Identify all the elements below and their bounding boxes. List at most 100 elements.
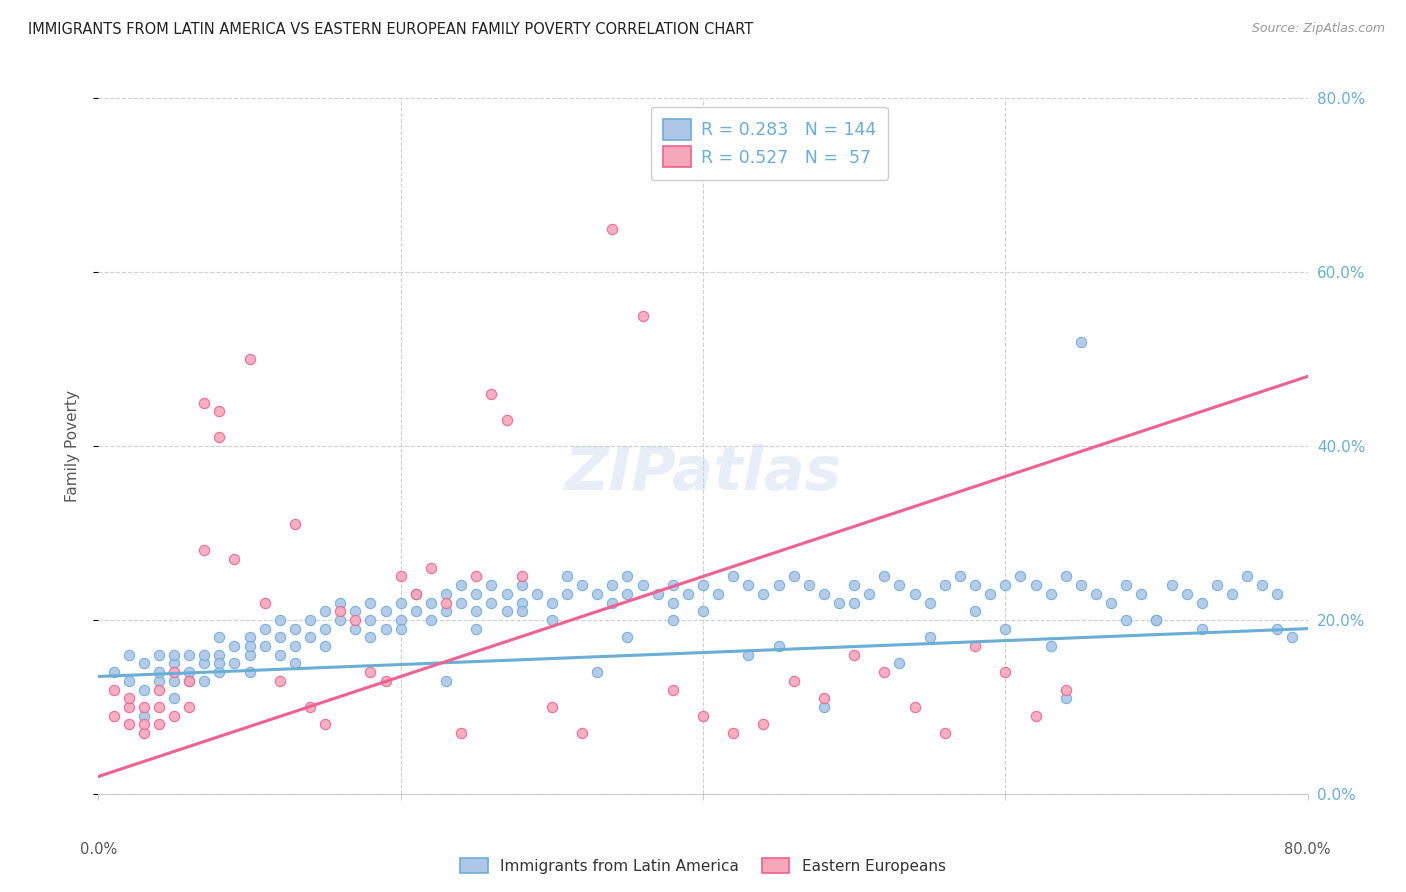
Point [269, 613, 291, 627]
Point [193, 673, 215, 688]
Point [299, 613, 322, 627]
Point [737, 578, 759, 592]
Point [1144, 613, 1167, 627]
Point [465, 622, 488, 636]
Point [662, 682, 685, 697]
Point [904, 587, 927, 601]
Point [103, 665, 125, 680]
Point [1281, 630, 1303, 644]
Point [858, 587, 880, 601]
Point [602, 596, 624, 610]
Point [299, 630, 322, 644]
Point [465, 604, 488, 618]
Point [224, 657, 246, 671]
Text: Source: ZipAtlas.com: Source: ZipAtlas.com [1251, 22, 1385, 36]
Point [1039, 639, 1062, 653]
Point [163, 648, 186, 662]
Point [828, 596, 851, 610]
Point [949, 569, 972, 583]
Point [450, 596, 472, 610]
Point [118, 717, 141, 731]
Point [1070, 334, 1092, 349]
Point [602, 221, 624, 235]
Point [434, 587, 457, 601]
Point [813, 587, 835, 601]
Point [284, 622, 307, 636]
Point [465, 569, 488, 583]
Point [208, 404, 231, 418]
Point [1191, 596, 1213, 610]
Point [1267, 587, 1289, 601]
Point [813, 699, 835, 714]
Point [1115, 613, 1137, 627]
Point [540, 613, 562, 627]
Point [118, 648, 141, 662]
Point [344, 622, 367, 636]
Point [676, 587, 699, 601]
Point [571, 726, 593, 740]
Text: ZIPatlas: ZIPatlas [564, 444, 842, 503]
Point [540, 699, 562, 714]
Point [420, 561, 443, 575]
Point [647, 587, 669, 601]
Point [148, 699, 170, 714]
Point [374, 622, 396, 636]
Point [555, 587, 578, 601]
Point [994, 578, 1017, 592]
Point [434, 604, 457, 618]
Point [148, 717, 170, 731]
Point [344, 604, 367, 618]
Point [723, 726, 745, 740]
Point [662, 578, 685, 592]
Point [193, 543, 215, 558]
Point [737, 648, 759, 662]
Point [889, 578, 911, 592]
Point [314, 639, 336, 653]
Point [965, 604, 987, 618]
Point [360, 613, 382, 627]
Point [586, 587, 609, 601]
Point [994, 665, 1017, 680]
Point [662, 613, 685, 627]
Point [495, 413, 517, 427]
Point [918, 596, 941, 610]
Point [179, 665, 201, 680]
Point [510, 604, 533, 618]
Point [239, 639, 262, 653]
Point [752, 587, 775, 601]
Point [208, 430, 231, 444]
Point [465, 587, 488, 601]
Point [450, 726, 472, 740]
Point [284, 517, 307, 532]
Point [692, 578, 714, 592]
Point [495, 604, 517, 618]
Point [132, 657, 155, 671]
Point [526, 587, 548, 601]
Point [723, 569, 745, 583]
Point [844, 596, 866, 610]
Legend: R = 0.283   N = 144, R = 0.527   N =  57: R = 0.283 N = 144, R = 0.527 N = 57 [651, 107, 889, 179]
Point [208, 630, 231, 644]
Point [163, 665, 186, 680]
Point [1160, 578, 1182, 592]
Point [1251, 578, 1274, 592]
Point [239, 351, 262, 366]
Point [555, 569, 578, 583]
Point [163, 657, 186, 671]
Point [616, 587, 638, 601]
Point [873, 665, 896, 680]
Point [148, 665, 170, 680]
Point [481, 578, 503, 592]
Point [103, 682, 125, 697]
Point [163, 708, 186, 723]
Point [374, 604, 396, 618]
Point [692, 604, 714, 618]
Point [374, 673, 396, 688]
Point [420, 613, 443, 627]
Y-axis label: Family Poverty: Family Poverty [65, 390, 80, 502]
Point [1236, 569, 1258, 583]
Point [103, 708, 125, 723]
Point [994, 622, 1017, 636]
Point [118, 699, 141, 714]
Point [495, 587, 517, 601]
